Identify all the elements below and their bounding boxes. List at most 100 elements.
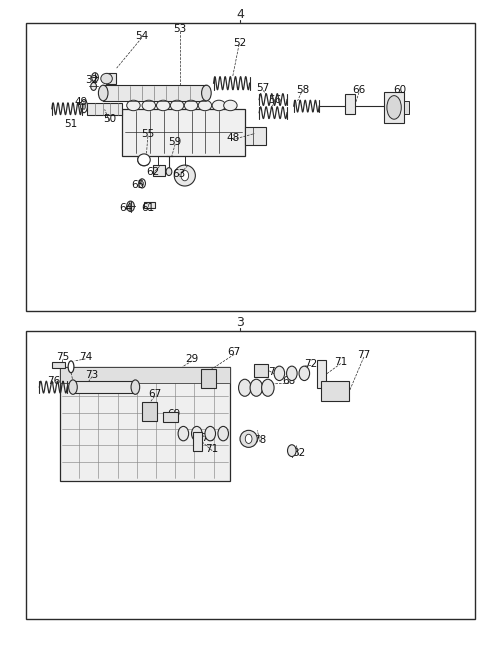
Text: 67: 67 <box>148 389 161 400</box>
Ellipse shape <box>166 168 172 176</box>
Text: 68: 68 <box>282 376 296 386</box>
Text: 48: 48 <box>226 132 240 143</box>
Text: 75: 75 <box>56 352 69 362</box>
Bar <box>87 103 122 115</box>
Bar <box>254 364 268 377</box>
Text: 4: 4 <box>236 8 244 21</box>
Circle shape <box>287 366 297 381</box>
Text: 70: 70 <box>268 367 281 377</box>
Bar <box>106 73 116 84</box>
Ellipse shape <box>198 100 212 111</box>
Bar <box>193 432 202 451</box>
Text: 49: 49 <box>74 96 87 107</box>
Circle shape <box>245 434 252 443</box>
Ellipse shape <box>81 100 87 113</box>
Ellipse shape <box>202 85 211 101</box>
Text: 76: 76 <box>47 376 60 386</box>
Text: 78: 78 <box>253 435 267 445</box>
Bar <box>404 101 409 114</box>
Text: 3: 3 <box>236 316 244 329</box>
Ellipse shape <box>212 100 226 111</box>
Bar <box>384 92 404 123</box>
Text: 73: 73 <box>85 369 99 380</box>
Text: 55: 55 <box>141 129 155 140</box>
Bar <box>73 381 135 393</box>
Text: 32: 32 <box>292 448 305 458</box>
Text: 77: 77 <box>357 350 371 360</box>
Circle shape <box>127 201 134 212</box>
Text: 67: 67 <box>228 347 241 358</box>
Bar <box>26 23 475 311</box>
Text: 62: 62 <box>146 166 159 177</box>
Bar <box>26 331 475 619</box>
Ellipse shape <box>127 100 140 111</box>
Circle shape <box>288 445 296 457</box>
Ellipse shape <box>156 100 170 111</box>
Ellipse shape <box>83 103 85 109</box>
Ellipse shape <box>174 165 195 186</box>
Text: 72: 72 <box>201 432 214 443</box>
Ellipse shape <box>98 85 108 101</box>
Text: 53: 53 <box>173 24 187 35</box>
Text: 69: 69 <box>167 409 180 419</box>
Bar <box>153 165 165 176</box>
Circle shape <box>91 83 96 90</box>
Ellipse shape <box>68 361 74 373</box>
Bar <box>245 127 266 145</box>
Ellipse shape <box>387 96 401 119</box>
Bar <box>142 402 157 421</box>
Text: 64: 64 <box>119 203 132 214</box>
Text: 52: 52 <box>233 37 247 48</box>
Circle shape <box>299 366 310 381</box>
Text: 63: 63 <box>172 168 185 179</box>
Text: 66: 66 <box>352 85 366 96</box>
Ellipse shape <box>138 154 150 166</box>
Text: 29: 29 <box>185 354 199 364</box>
Text: 74: 74 <box>79 352 92 362</box>
Text: 60: 60 <box>393 85 406 96</box>
Bar <box>52 362 65 368</box>
Bar <box>122 109 245 156</box>
Bar <box>144 202 155 208</box>
Text: 56: 56 <box>268 94 281 105</box>
Bar <box>321 381 349 401</box>
Ellipse shape <box>240 430 257 447</box>
Circle shape <box>192 426 202 441</box>
Circle shape <box>262 379 274 396</box>
Bar <box>60 367 230 481</box>
Ellipse shape <box>224 100 237 111</box>
Text: 59: 59 <box>168 137 182 147</box>
Text: 58: 58 <box>296 85 309 96</box>
Text: 32: 32 <box>85 75 99 85</box>
Circle shape <box>239 379 251 396</box>
Bar <box>345 94 355 114</box>
Bar <box>60 367 230 383</box>
Circle shape <box>181 170 189 181</box>
Text: 71: 71 <box>334 356 348 367</box>
Bar <box>201 369 216 388</box>
Bar <box>163 412 178 422</box>
Text: 72: 72 <box>304 358 318 369</box>
Text: 57: 57 <box>256 83 270 94</box>
Text: 51: 51 <box>64 119 78 130</box>
Text: 65: 65 <box>132 179 145 190</box>
Bar <box>317 360 326 388</box>
Circle shape <box>218 426 228 441</box>
Text: 50: 50 <box>103 114 116 124</box>
Ellipse shape <box>131 380 140 394</box>
Circle shape <box>250 379 263 396</box>
Bar <box>103 85 206 101</box>
Circle shape <box>141 181 144 185</box>
Ellipse shape <box>142 100 156 111</box>
Ellipse shape <box>170 100 184 111</box>
Ellipse shape <box>101 73 112 84</box>
Circle shape <box>92 73 98 82</box>
Circle shape <box>274 366 285 381</box>
Ellipse shape <box>69 380 77 394</box>
Circle shape <box>139 179 145 188</box>
Circle shape <box>205 426 216 441</box>
Ellipse shape <box>184 100 198 111</box>
Circle shape <box>178 426 189 441</box>
Text: 54: 54 <box>135 31 148 41</box>
Text: 61: 61 <box>141 203 155 214</box>
